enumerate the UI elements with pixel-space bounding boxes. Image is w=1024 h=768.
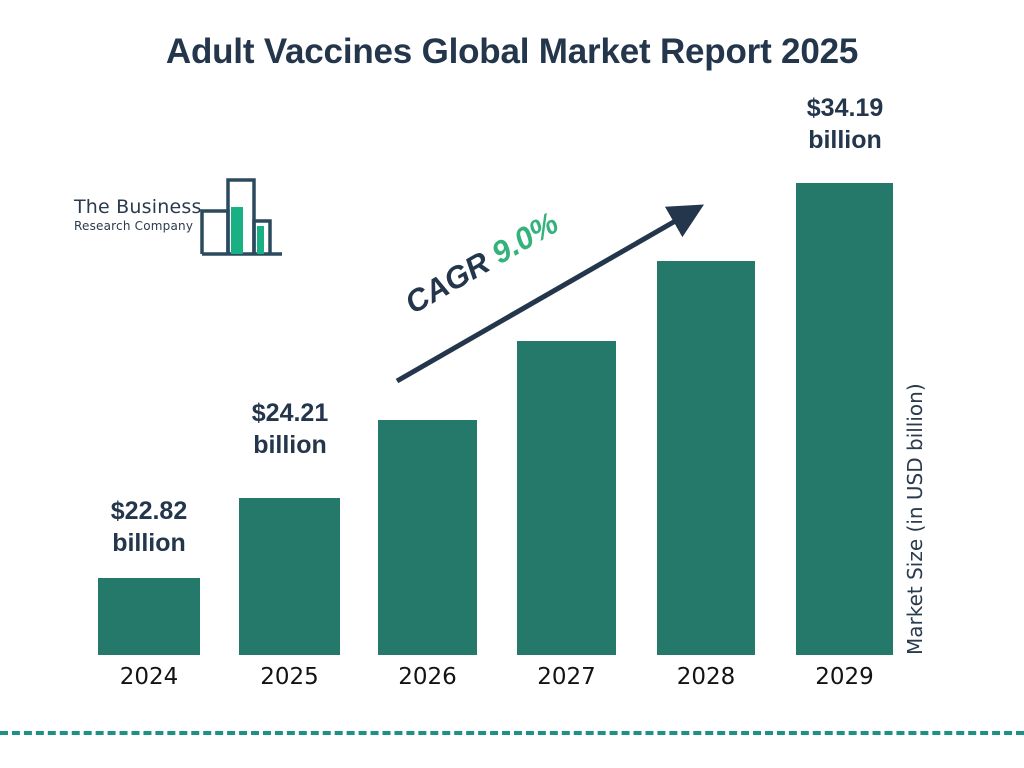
growth-arrow xyxy=(380,190,710,395)
company-logo: The Business Research Company xyxy=(74,178,284,256)
value-label-2029-amount: $34.19 xyxy=(806,94,884,122)
bar-2027[interactable] xyxy=(517,341,616,655)
value-label-2025: $24.21 billion xyxy=(225,397,355,461)
bar-chart-logo-mark xyxy=(200,176,284,263)
value-label-2024-amount: $22.82 xyxy=(110,497,188,525)
page-title: Adult Vaccines Global Market Report 2025 xyxy=(165,32,859,71)
xtick-2027: 2027 xyxy=(537,664,596,690)
xtick-2029: 2029 xyxy=(815,664,874,690)
footer-divider xyxy=(0,731,1024,735)
bar-2028[interactable] xyxy=(657,261,755,655)
logo-wordmark: The Business Research Company xyxy=(74,196,202,234)
value-label-2029-unit: billion xyxy=(808,126,882,154)
logo-line-2: Research Company xyxy=(74,219,194,233)
xtick-2028: 2028 xyxy=(676,664,736,690)
bar-2029[interactable] xyxy=(796,183,893,655)
xtick-2024: 2024 xyxy=(119,664,179,690)
value-label-2025-amount: $24.21 xyxy=(251,399,329,427)
y-axis-title: Market Size (in USD billion) xyxy=(903,383,927,655)
value-label-2024: $22.82 billion xyxy=(84,495,214,559)
value-label-2025-unit: billion xyxy=(253,431,327,459)
logo-line-1: The Business xyxy=(74,196,202,218)
value-label-2029: $34.19 billion xyxy=(780,92,910,156)
bar-2024[interactable] xyxy=(98,578,200,655)
bar-2026[interactable] xyxy=(378,420,477,655)
xtick-2026: 2026 xyxy=(398,664,457,690)
xtick-2025: 2025 xyxy=(260,664,319,690)
value-label-2024-unit: billion xyxy=(112,529,186,557)
bar-2025[interactable] xyxy=(239,498,340,655)
